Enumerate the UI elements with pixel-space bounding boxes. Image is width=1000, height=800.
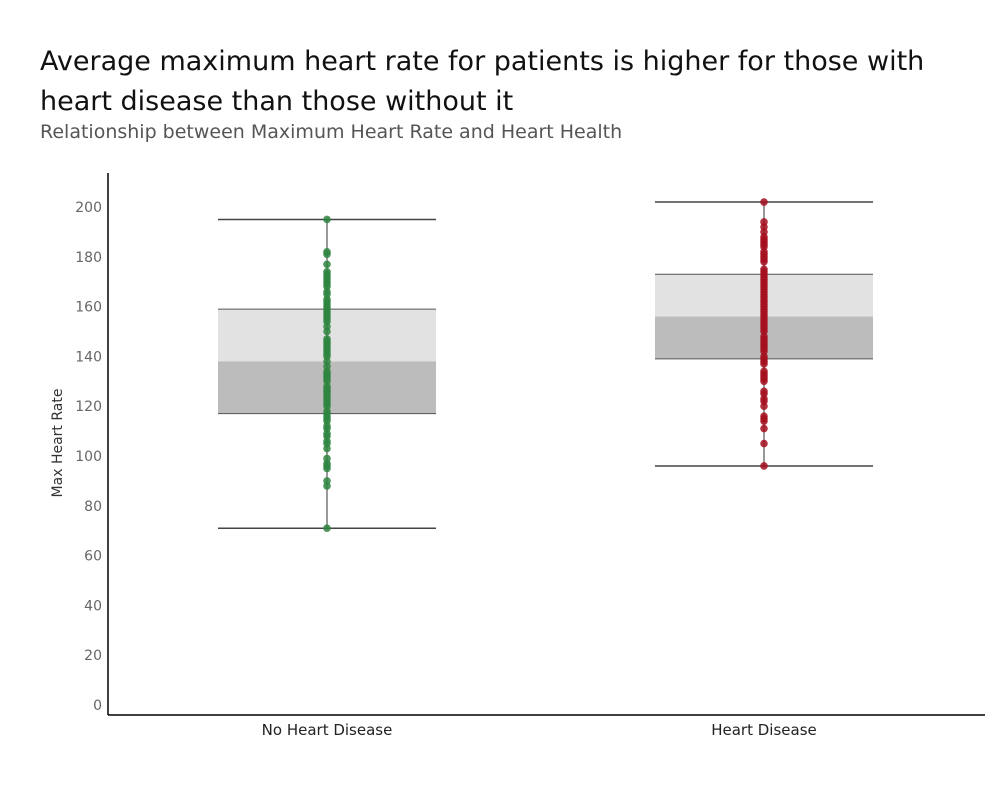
category-label: No Heart Disease <box>262 721 393 739</box>
category-label: Heart Disease <box>711 721 817 739</box>
data-point[interactable] <box>323 477 331 485</box>
data-point[interactable] <box>760 439 768 448</box>
y-tick-label: 0 <box>93 698 102 714</box>
y-tick-label: 60 <box>84 549 102 565</box>
data-point[interactable] <box>760 265 768 274</box>
points-layer <box>323 198 768 533</box>
boxes-layer <box>218 201 873 529</box>
category-labels: No Heart Disease Heart Disease <box>262 721 817 739</box>
y-tick-label: 180 <box>75 250 102 266</box>
y-tick-label: 160 <box>75 300 102 316</box>
data-point[interactable] <box>323 267 331 276</box>
data-point[interactable] <box>760 218 768 226</box>
y-tick-label: 40 <box>84 598 102 614</box>
data-point[interactable] <box>323 335 331 343</box>
data-point[interactable] <box>323 524 331 533</box>
data-point[interactable] <box>323 260 331 269</box>
chart-title: Average maximum heart rate for patients … <box>40 46 925 117</box>
y-tick-label: 140 <box>75 349 102 365</box>
y-tick-label: 100 <box>75 449 102 465</box>
data-point[interactable] <box>760 367 768 376</box>
data-point[interactable] <box>760 412 768 420</box>
y-tick-label: 200 <box>75 200 102 216</box>
data-point[interactable] <box>760 424 768 433</box>
data-point[interactable] <box>760 198 768 206</box>
data-point[interactable] <box>323 454 331 463</box>
data-point[interactable] <box>760 462 768 470</box>
y-tick-labels: 0 20 40 60 80 100 120 140 160 180 200 <box>75 200 102 714</box>
data-point[interactable] <box>323 215 331 224</box>
y-tick-label: 20 <box>84 648 102 664</box>
chart-subtitle: Relationship between Maximum Heart Rate … <box>40 121 623 143</box>
y-tick-label: 80 <box>84 499 102 515</box>
y-tick-label: 120 <box>75 399 102 415</box>
data-point[interactable] <box>323 248 331 256</box>
y-axis-label: Max Heart Rate <box>50 389 66 498</box>
data-point[interactable] <box>760 387 768 396</box>
